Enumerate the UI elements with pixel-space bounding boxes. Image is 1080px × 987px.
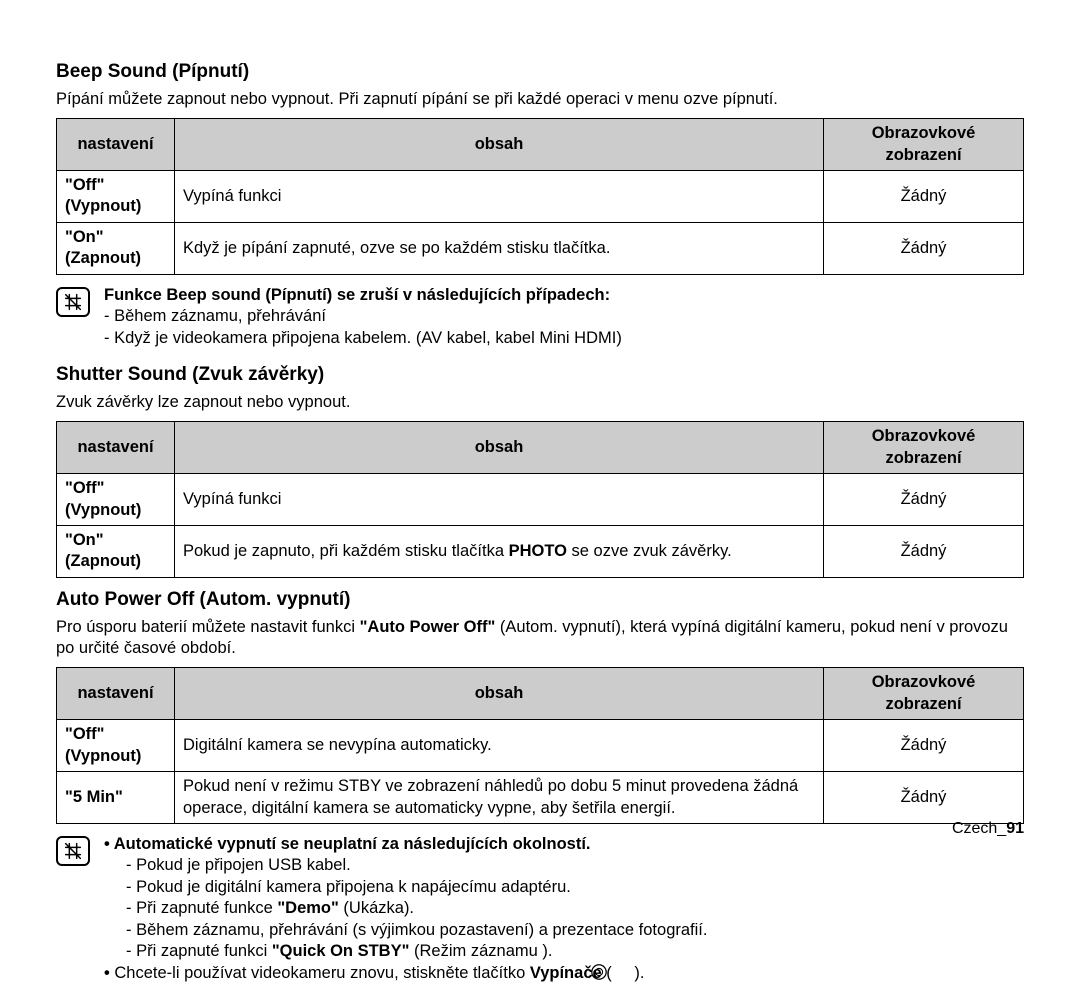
footer-page: 91	[1006, 820, 1024, 837]
table-row: "Off" (Vypnout) Digitální kamera se nevy…	[57, 720, 1024, 772]
note-list: Během záznamu, přehrávání Když je videok…	[104, 306, 1024, 349]
table-header-row: nastavení obsah Obrazovkové zobrazení	[57, 422, 1024, 474]
table-header-row: nastavení obsah Obrazovkové zobrazení	[57, 119, 1024, 171]
list-item: Když je videokamera připojena kabelem. (…	[104, 328, 1024, 349]
col-header: nastavení	[57, 668, 175, 720]
note-icon	[56, 836, 90, 866]
list-item: Při zapnuté funkci "Quick On STBY" (Reži…	[126, 941, 1024, 962]
page-footer: Czech_91	[952, 819, 1024, 840]
table-row: "Off" (Vypnout) Vypíná funkci Žádný	[57, 171, 1024, 223]
section2-table: nastavení obsah Obrazovkové zobrazení "O…	[56, 421, 1024, 578]
note-lead: Funkce Beep sound (Pípnutí) se zruší v n…	[104, 285, 1024, 306]
section2-desc: Zvuk závěrky lze zapnout nebo vypnout.	[56, 392, 1024, 413]
table-row: "On" (Zapnout) Když je pípání zapnuté, o…	[57, 222, 1024, 274]
note-icon	[56, 287, 90, 317]
table-row: "5 Min" Pokud není v režimu STBY ve zobr…	[57, 772, 1024, 824]
cell: Když je pípání zapnuté, ozve se po každé…	[175, 222, 824, 274]
cell: Vypíná funkci	[175, 171, 824, 223]
col-header: nastavení	[57, 422, 175, 474]
note-bullet-list: Automatické vypnutí se neuplatní za násl…	[104, 834, 1024, 984]
section1-title: Beep Sound (Pípnutí)	[56, 60, 1024, 85]
cell: Žádný	[824, 525, 1024, 577]
list-item: Pokud je digitální kamera připojena k na…	[126, 877, 1024, 898]
footer-lang: Czech_	[952, 820, 1006, 837]
section1-table: nastavení obsah Obrazovkové zobrazení "O…	[56, 118, 1024, 275]
col-header: Obrazovkové zobrazení	[824, 668, 1024, 720]
list-item: Během záznamu, přehrávání	[104, 306, 1024, 327]
table-header-row: nastavení obsah Obrazovkové zobrazení	[57, 668, 1024, 720]
cell: Žádný	[824, 720, 1024, 772]
power-button-icon	[612, 963, 630, 981]
col-header: obsah	[175, 668, 824, 720]
cell: "5 Min"	[57, 772, 175, 824]
sub-list: Pokud je připojen USB kabel. Pokud je di…	[126, 855, 1024, 962]
col-header: obsah	[175, 119, 824, 171]
list-item: Chcete-li používat videokameru znovu, st…	[104, 963, 1024, 984]
section2-title: Shutter Sound (Zvuk závěrky)	[56, 363, 1024, 388]
table-row: "Off" (Vypnout) Vypíná funkci Žádný	[57, 474, 1024, 526]
section3-table: nastavení obsah Obrazovkové zobrazení "O…	[56, 667, 1024, 824]
list-item: Automatické vypnutí se neuplatní za násl…	[104, 834, 1024, 963]
list-item: Pokud je připojen USB kabel.	[126, 855, 1024, 876]
cell: "Off" (Vypnout)	[57, 720, 175, 772]
cell: Žádný	[824, 772, 1024, 824]
cell: Žádný	[824, 171, 1024, 223]
table-row: "On" (Zapnout) Pokud je zapnuto, při kaž…	[57, 525, 1024, 577]
section1-note: Funkce Beep sound (Pípnutí) se zruší v n…	[56, 285, 1024, 349]
list-item: Při zapnuté funkce "Demo" (Ukázka).	[126, 898, 1024, 919]
col-header: nastavení	[57, 119, 175, 171]
list-item: Během záznamu, přehrávání (s výjimkou po…	[126, 920, 1024, 941]
note-body: Automatické vypnutí se neuplatní za násl…	[104, 834, 1024, 984]
cell: Vypíná funkci	[175, 474, 824, 526]
col-header: obsah	[175, 422, 824, 474]
note-body: Funkce Beep sound (Pípnutí) se zruší v n…	[104, 285, 1024, 349]
cell: "On" (Zapnout)	[57, 525, 175, 577]
cell: "Off" (Vypnout)	[57, 171, 175, 223]
section1-desc: Pípání můžete zapnout nebo vypnout. Při …	[56, 89, 1024, 110]
cell: Digitální kamera se nevypína automaticky…	[175, 720, 824, 772]
section3-desc: Pro úsporu baterií můžete nastavit funkc…	[56, 617, 1024, 660]
cell: Žádný	[824, 474, 1024, 526]
cell: "On" (Zapnout)	[57, 222, 175, 274]
col-header: Obrazovkové zobrazení	[824, 422, 1024, 474]
cell: Žádný	[824, 222, 1024, 274]
cell: Pokud není v režimu STBY ve zobrazení ná…	[175, 772, 824, 824]
section3-note: Automatické vypnutí se neuplatní za násl…	[56, 834, 1024, 984]
cell: Pokud je zapnuto, při každém stisku tlač…	[175, 525, 824, 577]
col-header: Obrazovkové zobrazení	[824, 119, 1024, 171]
section3-title: Auto Power Off (Autom. vypnutí)	[56, 588, 1024, 613]
cell: "Off" (Vypnout)	[57, 474, 175, 526]
